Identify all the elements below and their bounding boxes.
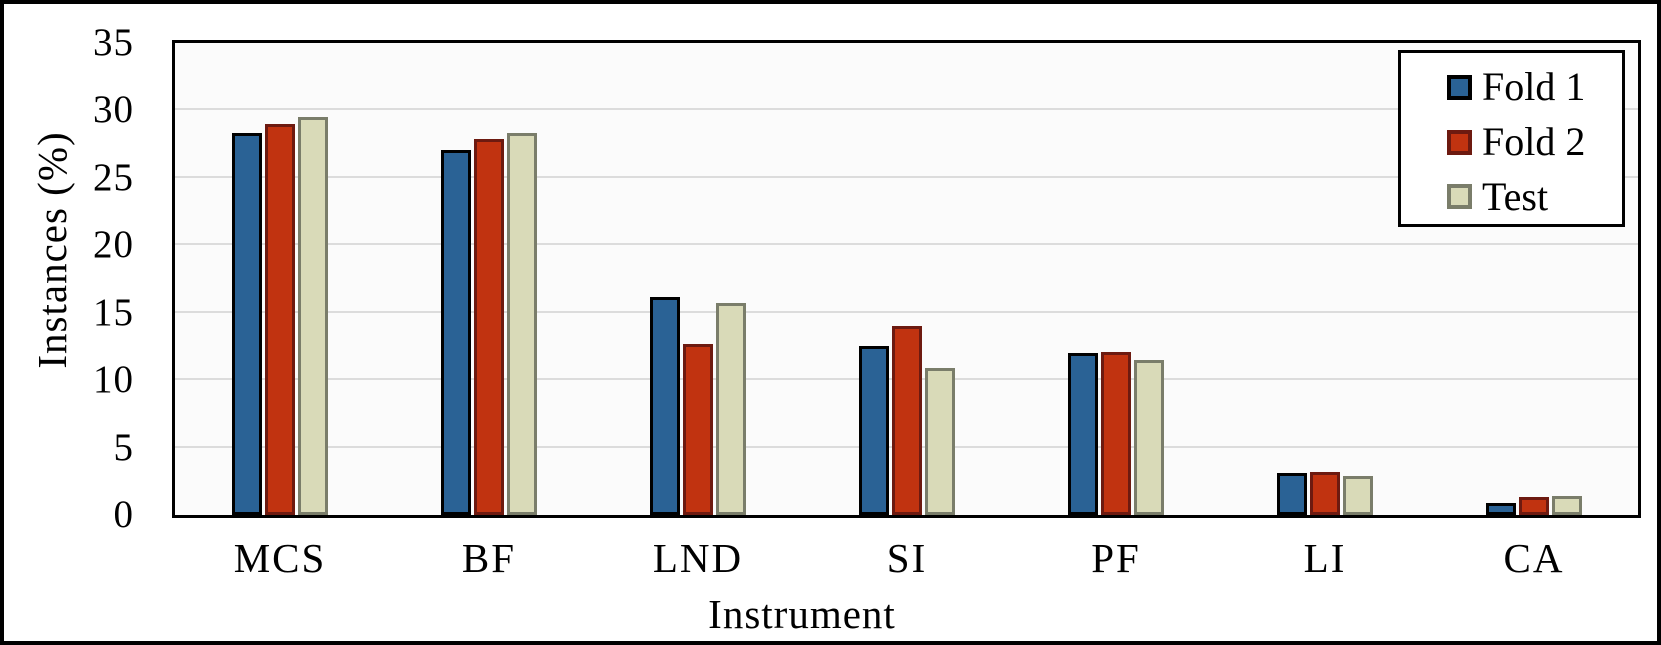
bar-fold-2-li xyxy=(1310,472,1340,515)
bar-fold-2-mcs xyxy=(265,124,295,515)
bar-test-li xyxy=(1343,476,1373,515)
bar-test-pf xyxy=(1134,360,1164,515)
y-tick-label-20: 20 xyxy=(93,223,134,266)
y-tick-label-0: 0 xyxy=(113,493,134,536)
bar-fold-2-bf xyxy=(474,139,504,515)
legend-swatch-icon xyxy=(1447,129,1472,155)
y-tick-label-35: 35 xyxy=(93,21,134,64)
gridline-y-25 xyxy=(175,175,1638,178)
bar-test-si xyxy=(925,368,955,515)
y-tick-label-10: 10 xyxy=(93,358,134,401)
y-tick-label-5: 5 xyxy=(113,426,134,469)
bar-fold-2-pf xyxy=(1101,352,1131,515)
bar-fold-1-bf xyxy=(441,150,471,515)
legend-label: Fold 2 xyxy=(1482,119,1586,164)
legend-swatch-icon xyxy=(1447,184,1472,210)
y-tick-label-25: 25 xyxy=(93,156,134,199)
gridline-y-15 xyxy=(175,310,1638,313)
bar-test-lnd xyxy=(716,303,746,515)
bar-fold-1-si xyxy=(859,346,889,515)
legend: Fold 1 Fold 2 Test xyxy=(1398,50,1625,227)
plot-area xyxy=(172,40,1641,518)
bar-fold-1-ca xyxy=(1486,503,1516,515)
bar-fold-1-mcs xyxy=(232,133,262,515)
bar-fold-1-lnd xyxy=(650,297,680,515)
gridline-y-30 xyxy=(175,108,1638,111)
bar-test-ca xyxy=(1552,496,1582,515)
y-tick-label-30: 30 xyxy=(93,88,134,131)
x-category-label-li: LI xyxy=(1303,535,1347,581)
x-category-label-mcs: MCS xyxy=(233,535,327,581)
x-category-label-lnd: LND xyxy=(652,535,744,581)
legend-swatch-icon xyxy=(1447,74,1472,100)
gridline-y-20 xyxy=(175,243,1638,246)
x-category-label-si: SI xyxy=(886,535,928,581)
legend-label: Fold 1 xyxy=(1482,64,1586,110)
bar-fold-2-lnd xyxy=(683,344,713,515)
bar-fold-2-ca xyxy=(1519,497,1549,515)
legend-label: Test xyxy=(1482,173,1549,219)
x-category-label-bf: BF xyxy=(461,535,517,581)
x-axis-title: Instrument xyxy=(708,591,896,637)
legend-item-test: Test xyxy=(1447,169,1622,224)
bar-fold-2-si xyxy=(892,326,922,515)
bar-fold-1-pf xyxy=(1068,353,1098,515)
bar-fold-1-li xyxy=(1277,473,1307,515)
x-category-label-ca: CA xyxy=(1503,535,1565,581)
legend-item-fold-2: Fold 2 xyxy=(1447,115,1622,170)
legend-item-fold-1: Fold 1 xyxy=(1447,60,1622,115)
bar-test-mcs xyxy=(298,117,328,515)
x-category-label-pf: PF xyxy=(1091,535,1141,581)
y-tick-label-15: 15 xyxy=(93,291,134,334)
bar-test-bf xyxy=(507,133,537,515)
